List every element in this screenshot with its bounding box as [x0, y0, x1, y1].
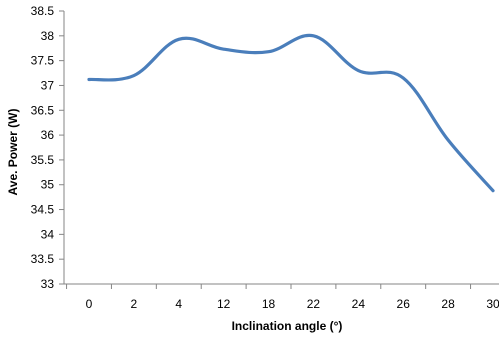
- y-axis-title: Ave. Power (W): [6, 109, 20, 196]
- y-tick-label: 34.5: [31, 203, 55, 217]
- y-tick-label: 38: [41, 29, 55, 43]
- y-tick-label: 35: [41, 178, 55, 192]
- series-layer: [87, 33, 495, 193]
- x-tick-label: 26: [397, 297, 411, 311]
- x-tick-label: 30: [486, 297, 499, 311]
- x-axis-ticks: 0 2 4 12 18 22 24 26 28 30: [66, 284, 499, 311]
- x-tick-label: 28: [441, 297, 455, 311]
- x-tick-label: 22: [307, 297, 321, 311]
- x-tick-label: 0: [86, 297, 93, 311]
- x-axis-title: Inclination angle (°): [232, 319, 343, 333]
- x-tick-label: 18: [262, 297, 276, 311]
- y-tick-label: 37: [41, 78, 55, 92]
- x-tick-label: 24: [352, 297, 366, 311]
- y-tick-label: 35.5: [31, 153, 55, 167]
- x-tick-label: 12: [217, 297, 231, 311]
- y-tick-label: 36.5: [31, 103, 55, 117]
- axes: [63, 11, 499, 285]
- series-line: [87, 33, 495, 193]
- y-tick-label: 33: [41, 277, 55, 291]
- y-tick-label: 38.5: [31, 4, 55, 18]
- x-tick-label: 4: [175, 297, 182, 311]
- y-axis-ticks: 33 33.5 34 34.5 35 35.5 36 36.5 37 37.5 38 38.5: [31, 4, 64, 291]
- y-tick-label: 34: [41, 227, 55, 241]
- y-tick-label: 36: [41, 128, 55, 142]
- x-tick-label: 2: [131, 297, 138, 311]
- y-tick-label: 33.5: [31, 252, 55, 266]
- y-tick-label: 37.5: [31, 54, 55, 68]
